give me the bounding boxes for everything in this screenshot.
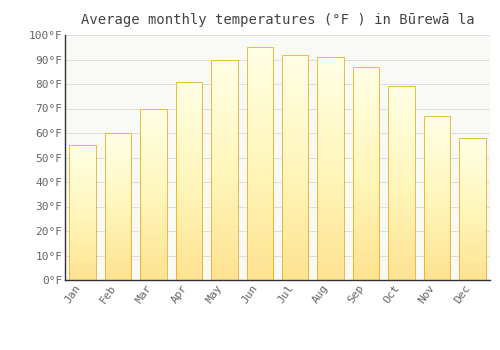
Bar (424, 116, 450, 280)
Bar (176, 82, 202, 280)
Bar (105, 133, 132, 280)
Title: Average monthly temperatures (°F ) in Būrewā la: Average monthly temperatures (°F ) in Bū… (80, 13, 474, 27)
Bar (70, 145, 96, 280)
Bar (318, 57, 344, 280)
Bar (459, 138, 485, 280)
Bar (140, 108, 167, 280)
Bar (282, 55, 308, 280)
Bar (211, 60, 238, 280)
Bar (388, 86, 414, 280)
Bar (353, 67, 380, 280)
Bar (246, 47, 273, 280)
